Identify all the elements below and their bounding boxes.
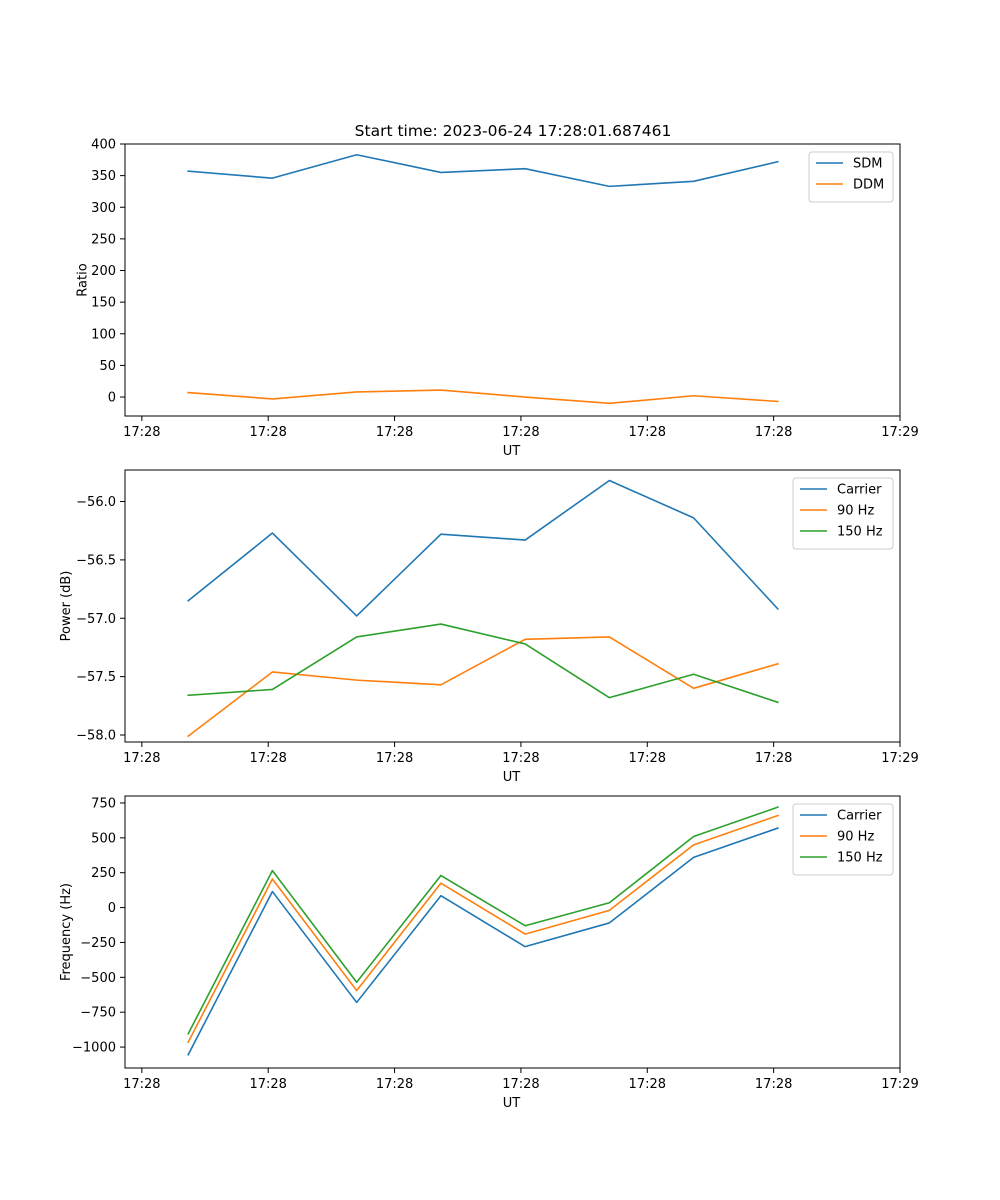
y-tick-label: −57.5 — [76, 670, 116, 685]
x-tick-label: 17:28 — [376, 1077, 413, 1092]
series-line-carrier — [187, 479, 779, 617]
x-tick-label: 17:29 — [881, 751, 918, 766]
y-tick-label: −58.0 — [76, 728, 116, 743]
axes-frame — [124, 469, 901, 743]
axes-frame — [124, 143, 901, 417]
y-tick-label: −500 — [80, 971, 116, 986]
x-axis-label: UT — [503, 770, 521, 785]
series-line-150-hz — [187, 623, 779, 704]
y-tick-label: 750 — [91, 796, 116, 811]
x-tick-label: 17:28 — [123, 1077, 160, 1092]
x-tick-label: 17:28 — [502, 751, 539, 766]
y-tick-label: 250 — [91, 866, 116, 881]
y-tick-label: 500 — [91, 831, 116, 846]
y-axis-label: Ratio — [75, 263, 90, 296]
legend-label: SDM — [853, 157, 882, 172]
x-tick-label: 17:28 — [249, 751, 286, 766]
x-tick-label: 17:28 — [502, 1077, 539, 1092]
series-line-90-hz — [187, 636, 779, 738]
axes-frame — [124, 795, 901, 1069]
y-tick-label: −750 — [80, 1006, 116, 1021]
chart-panel-1: 17:28 17:28 17:28 17:28 17:28 17:28 17:29 0 50 10… — [75, 138, 918, 460]
x-tick-label: 17:28 — [123, 425, 160, 440]
x-tick-label: 17:28 — [502, 425, 539, 440]
legend-label: 90 Hz — [837, 504, 874, 519]
y-tick-label: 250 — [91, 232, 116, 247]
x-tick-label: 17:29 — [881, 1077, 918, 1092]
x-tick-label: 17:28 — [376, 425, 413, 440]
y-axis-label: Power (dB) — [59, 571, 74, 642]
series-line-ddm — [187, 389, 779, 405]
x-tick-label: 17:28 — [249, 1077, 286, 1092]
y-tick-label: −56.0 — [76, 495, 116, 510]
chart-panel-2: 17:28 17:28 17:28 17:28 17:28 17:28 17:29 −58.0… — [59, 469, 919, 785]
y-tick-label: −57.0 — [76, 612, 116, 627]
y-tick-label: −56.5 — [76, 553, 116, 568]
charts: 17:28 17:28 17:28 17:28 17:28 17:28 17:29 0 50 10… — [59, 138, 919, 1112]
legend: Carrier 90 Hz 150 Hz — [792, 477, 894, 550]
y-tick-label: 0 — [108, 901, 116, 916]
x-tick-label: 17:29 — [881, 425, 918, 440]
legend: SDM DDM — [808, 151, 894, 203]
legend-label: Carrier — [837, 483, 882, 498]
x-tick-label: 17:28 — [629, 1077, 666, 1092]
x-tick-label: 17:28 — [123, 751, 160, 766]
series-line-carrier — [187, 827, 779, 1056]
legend-box — [808, 151, 894, 203]
y-axis-label: Frequency (Hz) — [59, 883, 74, 981]
legend-label: 150 Hz — [837, 851, 883, 866]
x-tick-label: 17:28 — [755, 751, 792, 766]
series-line-90-hz — [187, 814, 779, 1044]
x-tick-label: 17:28 — [755, 425, 792, 440]
x-tick-label: 17:28 — [376, 751, 413, 766]
x-tick-label: 17:28 — [249, 425, 286, 440]
chart-panel-3: 17:28 17:28 17:28 17:28 17:28 17:28 17:29 −1000… — [59, 795, 919, 1111]
y-tick-label: −1000 — [72, 1041, 116, 1056]
y-tick-label: 50 — [99, 359, 116, 374]
x-tick-label: 17:28 — [629, 751, 666, 766]
series-line-150-hz — [187, 806, 779, 1035]
legend-label: 150 Hz — [837, 525, 883, 540]
y-tick-label: −250 — [80, 936, 116, 951]
y-tick-label: 400 — [91, 138, 116, 153]
x-tick-label: 17:28 — [755, 1077, 792, 1092]
y-tick-label: 300 — [91, 201, 116, 216]
x-axis-label: UT — [503, 444, 521, 459]
legend-label: Carrier — [837, 809, 882, 824]
legend: Carrier 90 Hz 150 Hz — [792, 803, 894, 876]
x-tick-label: 17:28 — [629, 425, 666, 440]
x-axis-label: UT — [503, 1096, 521, 1111]
figure-title: Start time: 2023-06-24 17:28:01.687461 — [355, 122, 672, 140]
series-line-sdm — [187, 153, 779, 188]
y-tick-label: 100 — [91, 327, 116, 342]
y-tick-label: 0 — [108, 391, 116, 406]
legend-label: DDM — [853, 178, 884, 193]
y-tick-label: 350 — [91, 169, 116, 184]
legend-label: 90 Hz — [837, 830, 874, 845]
y-tick-label: 200 — [91, 264, 116, 279]
y-tick-label: 150 — [91, 296, 116, 311]
